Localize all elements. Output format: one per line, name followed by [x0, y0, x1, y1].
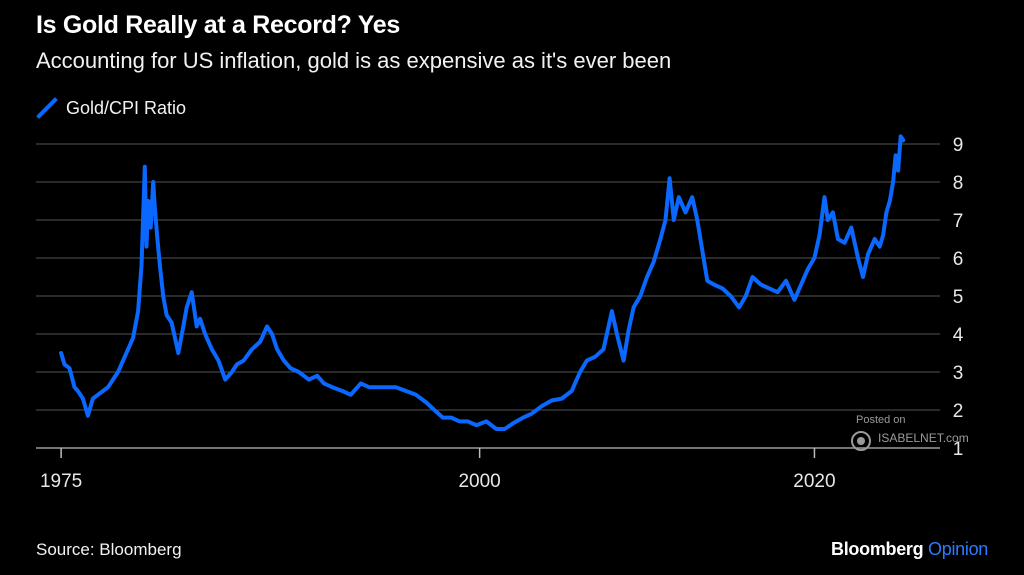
legend: Gold/CPI Ratio: [36, 97, 186, 119]
y-tick-label: 5: [953, 287, 964, 308]
y-tick-label: 8: [953, 173, 964, 194]
watermark: Posted on ISABELNET.com: [848, 414, 978, 454]
y-tick-label: 6: [953, 249, 964, 270]
x-tick-label: 1975: [40, 471, 82, 492]
x-tick-label: 2020: [793, 471, 835, 492]
watermark-site-text: ISABELNET.com: [878, 431, 969, 445]
chart-title: Is Gold Really at a Record? Yes: [36, 11, 401, 39]
brand-name: Bloomberg: [831, 539, 924, 559]
brand-suffix: Opinion: [928, 539, 988, 559]
legend-label: Gold/CPI Ratio: [66, 97, 187, 118]
series-group: [59, 134, 906, 431]
y-tick-label: 2: [953, 401, 964, 422]
grid-lines: [36, 143, 940, 449]
y-axis-ticks: 1 2 3 4 5 6 7 8 9: [953, 135, 964, 460]
y-tick-label: 4: [953, 325, 964, 346]
series-line-gold-cpi-ratio: [59, 134, 906, 431]
source-note: Source: Bloomberg: [36, 540, 182, 559]
y-tick-label: 7: [953, 211, 964, 232]
x-axis-ticks: 1975 2000 2020: [40, 448, 836, 492]
brand-logo: Bloomberg Opinion: [831, 539, 988, 560]
chart-subtitle: Accounting for US inflation, gold is as …: [36, 48, 672, 73]
isabelnet-logo-icon: [851, 431, 871, 451]
y-tick-label: 1: [953, 439, 964, 460]
x-tick-label: 2000: [458, 471, 500, 492]
legend-swatch-icon: [36, 97, 58, 119]
y-tick-label: 3: [953, 363, 964, 384]
y-tick-label: 9: [953, 135, 964, 156]
watermark-posted-text: Posted on: [856, 414, 906, 426]
